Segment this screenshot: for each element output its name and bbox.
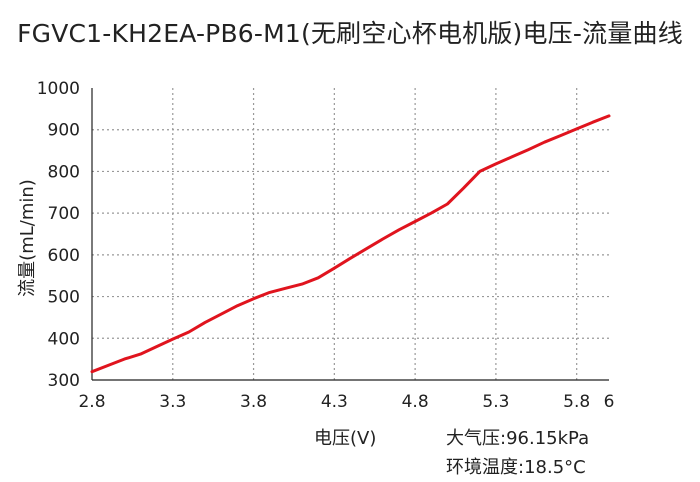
tick-labels: 2.8 3.3 3.8 4.3 4.8 5.3 5.8 6 300 400 500 600 700 800…: [37, 79, 615, 412]
y-tick-label: 400: [48, 329, 80, 349]
pressure-note: 大气压:96.15kPa: [446, 428, 590, 449]
y-tick-label: 800: [48, 162, 80, 182]
y-tick-label: 300: [48, 371, 80, 391]
y-tick-label: 600: [48, 246, 80, 266]
temperature-note: 环境温度:18.5°C: [446, 457, 586, 478]
x-tick-label: 3.8: [240, 392, 267, 412]
x-tick-label: 4.3: [321, 392, 348, 412]
x-tick-label: 5.3: [482, 392, 509, 412]
grid: [92, 88, 609, 380]
y-tick-label: 900: [48, 121, 80, 141]
x-tick-label: 3.3: [159, 392, 186, 412]
x-tick-label: 2.8: [78, 392, 105, 412]
x-axis-label: 电压(V): [314, 428, 377, 449]
y-axis-label: 流量(mL/min): [17, 179, 38, 297]
series: [90, 114, 611, 374]
y-tick-label: 1000: [37, 79, 80, 99]
y-tick-label: 500: [48, 288, 80, 308]
axes: [91, 88, 609, 381]
flow-curve-line: [90, 114, 611, 374]
x-tick-label: 5.8: [563, 392, 590, 412]
x-tick-label: 6: [604, 392, 615, 412]
y-tick-label: 700: [48, 204, 80, 224]
x-tick-label: 4.8: [402, 392, 429, 412]
chart-title: FGVC1-KH2EA-PB6-M1(无刷空心杯电机版)电压-流量曲线: [17, 19, 683, 48]
